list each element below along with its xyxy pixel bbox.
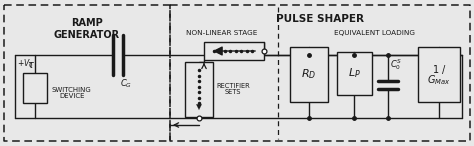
Text: $C_0^S$: $C_0^S$ [390, 57, 402, 72]
Text: SWITCHING
DEVICE: SWITCHING DEVICE [52, 86, 92, 100]
Text: PULSE SHAPER: PULSE SHAPER [276, 14, 364, 24]
Text: RAMP
GENERATOR: RAMP GENERATOR [54, 18, 120, 40]
Text: $\tau$: $\tau$ [27, 60, 35, 70]
Text: $C_G$: $C_G$ [120, 77, 132, 89]
Text: $1\ /$: $1\ /$ [432, 62, 447, 75]
Text: EQUIVALENT LOADING: EQUIVALENT LOADING [335, 30, 416, 36]
Text: $L_P$: $L_P$ [347, 66, 360, 80]
Text: $+V_0$: $+V_0$ [17, 57, 34, 69]
Bar [418, 47, 460, 102]
Bar [337, 52, 372, 95]
Bar [204, 42, 264, 60]
Text: $G_{Max}$: $G_{Max}$ [427, 73, 451, 87]
Text: $R_D$: $R_D$ [301, 67, 317, 81]
Bar [290, 47, 328, 102]
Bar [23, 73, 47, 103]
Text: RECTIFIER
SETS: RECTIFIER SETS [216, 82, 250, 95]
Bar [185, 62, 213, 117]
Text: NON-LINEAR STAGE: NON-LINEAR STAGE [186, 30, 258, 36]
